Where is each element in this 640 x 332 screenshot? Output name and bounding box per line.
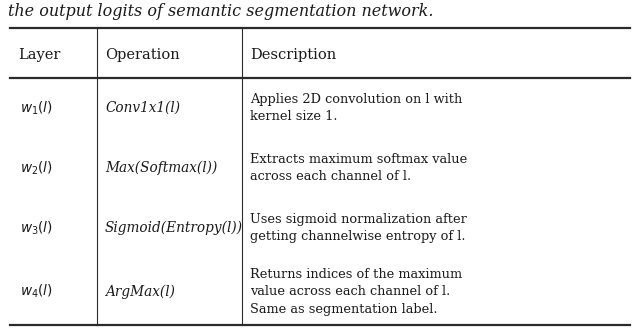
Text: $w_1(l)$: $w_1(l)$ — [20, 99, 53, 117]
Text: Operation: Operation — [105, 48, 180, 62]
Text: $w_4(l)$: $w_4(l)$ — [20, 283, 53, 300]
Text: Sigmoid(Entropy(l)): Sigmoid(Entropy(l)) — [105, 221, 243, 235]
Text: ArgMax(l): ArgMax(l) — [105, 284, 175, 299]
Text: Returns indices of the maximum
value across each channel of l.
Same as segmentat: Returns indices of the maximum value acr… — [250, 268, 462, 315]
Text: the output logits of semantic segmentation network.: the output logits of semantic segmentati… — [8, 3, 433, 20]
Text: Max(Softmax(l)): Max(Softmax(l)) — [105, 161, 218, 175]
Text: Uses sigmoid normalization after
getting channelwise entropy of l.: Uses sigmoid normalization after getting… — [250, 213, 467, 243]
Text: Extracts maximum softmax value
across each channel of l.: Extracts maximum softmax value across ea… — [250, 153, 467, 183]
Text: $w_2(l)$: $w_2(l)$ — [20, 159, 53, 177]
Text: Description: Description — [250, 48, 336, 62]
Text: Layer: Layer — [18, 48, 60, 62]
Text: Conv1x1(l): Conv1x1(l) — [105, 101, 180, 115]
Text: $w_3(l)$: $w_3(l)$ — [20, 219, 53, 237]
Text: Applies 2D convolution on l with
kernel size 1.: Applies 2D convolution on l with kernel … — [250, 93, 462, 123]
